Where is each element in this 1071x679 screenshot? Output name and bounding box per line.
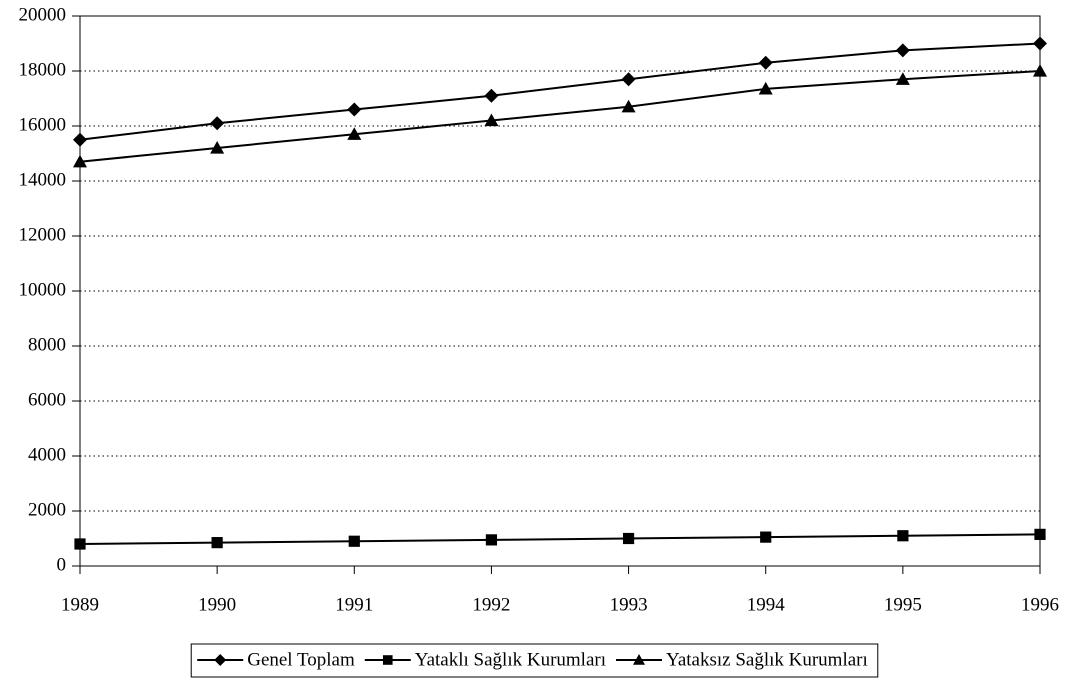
data-point: [484, 113, 499, 127]
data-point: [622, 532, 635, 545]
legend-box: [190, 643, 879, 678]
x-tick-label: 1991: [335, 594, 373, 615]
legend: Genel Toplam Yataklı Sağlık Kurumları Yata…: [190, 643, 879, 678]
data-point: [210, 141, 225, 154]
legend-marker: [214, 654, 227, 666]
data-point: [621, 99, 636, 113]
data-point: [897, 530, 909, 542]
series-line: [79, 42, 1041, 141]
y-tick-label: 16000: [19, 114, 67, 135]
data-point: [758, 81, 773, 95]
data-point: [1033, 36, 1047, 51]
data-point: [621, 72, 636, 87]
legend-label: Genel Toplam: [247, 649, 355, 670]
plot-frame: [79, 15, 1041, 567]
data-point: [73, 154, 87, 168]
x-tick-label: 1995: [884, 594, 922, 615]
data-point: [758, 55, 773, 70]
data-point: [1034, 528, 1046, 540]
y-tick-label: 6000: [28, 389, 66, 410]
x-tick-label: 1989: [61, 594, 99, 615]
legend-marker: [633, 654, 645, 665]
x-tick-label: 1992: [472, 594, 510, 615]
series-line: [79, 533, 1041, 545]
y-tick-label: 4000: [28, 444, 66, 465]
data-point: [211, 537, 223, 549]
data-point: [347, 102, 362, 117]
series-line: [79, 70, 1041, 163]
x-tick-label: 1993: [610, 594, 648, 615]
data-point: [760, 531, 772, 543]
legend-symbol: [197, 654, 244, 666]
x-tick-label: 1990: [198, 594, 236, 615]
y-tick-label: 12000: [19, 224, 67, 245]
legend-label: Yataklı Sağlık Kurumları: [415, 649, 606, 670]
y-tick-label: 8000: [28, 334, 66, 355]
y-tick-label: 2000: [28, 499, 66, 520]
legend-symbol: [616, 654, 662, 665]
data-point: [347, 127, 362, 140]
legend-marker: [382, 655, 393, 665]
y-tick-label: 20000: [19, 4, 67, 25]
data-point: [210, 116, 225, 131]
legend-symbol: [364, 655, 411, 665]
data-point: [1033, 64, 1047, 77]
x-tick-label: 1996: [1021, 594, 1059, 615]
data-point: [73, 132, 87, 147]
y-tick-label: 0: [57, 554, 67, 575]
legend-label: Yataksız Sağlık Kurumları: [666, 649, 868, 670]
y-tick-label: 14000: [19, 169, 67, 190]
data-point: [74, 538, 86, 550]
data-point: [895, 72, 910, 85]
x-tick-label: 1994: [747, 594, 786, 615]
y-tick-label: 18000: [19, 59, 67, 80]
data-point: [348, 535, 360, 547]
data-point: [485, 534, 498, 546]
data-point: [895, 43, 910, 58]
data-point: [484, 88, 499, 103]
y-tick-label: 10000: [19, 279, 67, 300]
